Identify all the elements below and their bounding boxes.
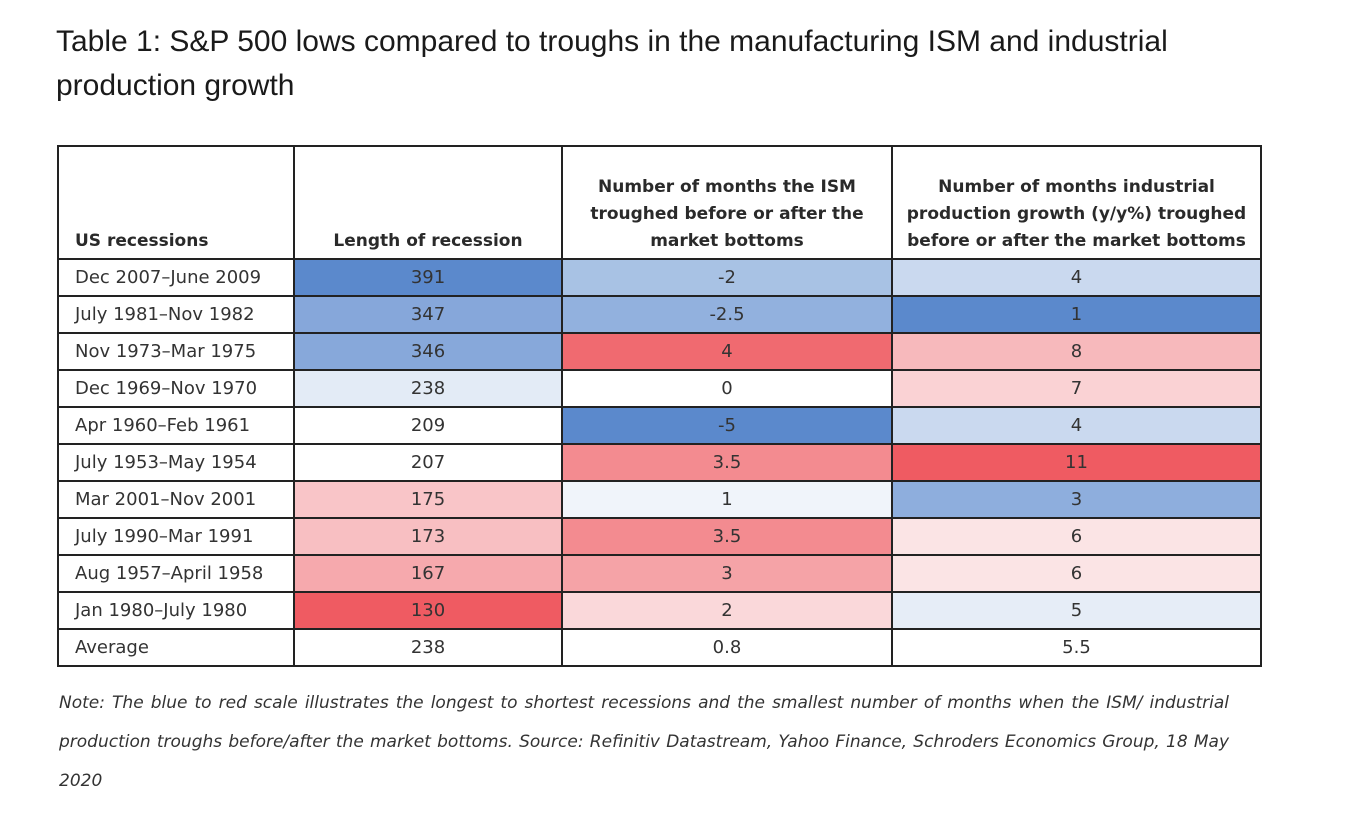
cell-ism-months: 0.8 xyxy=(561,628,893,667)
cell-recession-period: July 1953–May 1954 xyxy=(57,443,295,482)
cell-recession-period: Apr 1960–Feb 1961 xyxy=(57,406,295,445)
cell-recession-period: Mar 2001–Nov 2001 xyxy=(57,480,295,519)
cell-recession-period: Nov 1973–Mar 1975 xyxy=(57,332,295,371)
cell-ism-months: 4 xyxy=(561,332,893,371)
cell-ism-months: 0 xyxy=(561,369,893,408)
table-header-row: US recessions Length of recession Number… xyxy=(57,145,1262,260)
cell-recession-length: 130 xyxy=(293,591,563,630)
table-row: July 1981–Nov 1982 347 -2.5 1 xyxy=(57,295,1262,334)
cell-recession-period: Average xyxy=(57,628,295,667)
cell-recession-period: Dec 1969–Nov 1970 xyxy=(57,369,295,408)
cell-ip-months: 8 xyxy=(891,332,1262,371)
cell-ip-months: 1 xyxy=(891,295,1262,334)
cell-ism-months: -2.5 xyxy=(561,295,893,334)
table-body: Dec 2007–June 2009 391 -2 4 July 1981–Nov 19… xyxy=(57,258,1262,667)
cell-ism-months: 3.5 xyxy=(561,443,893,482)
header-ip-trough-months: Number of months industrial production g… xyxy=(891,145,1262,260)
cell-recession-length: 207 xyxy=(293,443,563,482)
cell-ism-months: 3 xyxy=(561,554,893,593)
cell-ip-months: 4 xyxy=(891,406,1262,445)
table-row: July 1953–May 1954 207 3.5 11 xyxy=(57,443,1262,482)
cell-recession-length: 238 xyxy=(293,369,563,408)
cell-ism-months: 3.5 xyxy=(561,517,893,556)
cell-recession-length: 346 xyxy=(293,332,563,371)
cell-ism-months: -5 xyxy=(561,406,893,445)
header-length-of-recession: Length of recession xyxy=(293,145,563,260)
table-row: Dec 1969–Nov 1970 238 0 7 xyxy=(57,369,1262,408)
table-row: Mar 2001–Nov 2001 175 1 3 xyxy=(57,480,1262,519)
table-note: Note: The blue to red scale illustrates … xyxy=(59,693,1229,791)
cell-ip-months: 7 xyxy=(891,369,1262,408)
header-ism-trough-months: Number of months the ISM troughed before… xyxy=(561,145,893,260)
table-row: July 1990–Mar 1991 173 3.5 6 xyxy=(57,517,1262,556)
cell-recession-length: 167 xyxy=(293,554,563,593)
table-row: Apr 1960–Feb 1961 209 -5 4 xyxy=(57,406,1262,445)
cell-ip-months: 11 xyxy=(891,443,1262,482)
cell-recession-period: Aug 1957–April 1958 xyxy=(57,554,295,593)
cell-ip-months: 6 xyxy=(891,554,1262,593)
cell-recession-period: July 1981–Nov 1982 xyxy=(57,295,295,334)
cell-ip-months: 3 xyxy=(891,480,1262,519)
cell-recession-length: 173 xyxy=(293,517,563,556)
data-table-container: US recessions Length of recession Number… xyxy=(57,145,1262,667)
cell-recession-length: 347 xyxy=(293,295,563,334)
cell-ism-months: 1 xyxy=(561,480,893,519)
cell-ip-months: 4 xyxy=(891,258,1262,297)
cell-ip-months: 6 xyxy=(891,517,1262,556)
cell-ism-months: -2 xyxy=(561,258,893,297)
table-row: Jan 1980–July 1980 130 2 5 xyxy=(57,591,1262,630)
table-row: Average 238 0.8 5.5 xyxy=(57,628,1262,667)
header-us-recessions: US recessions xyxy=(57,145,295,260)
cell-recession-period: July 1990–Mar 1991 xyxy=(57,517,295,556)
table-row: Dec 2007–June 2009 391 -2 4 xyxy=(57,258,1262,297)
cell-recession-period: Jan 1980–July 1980 xyxy=(57,591,295,630)
cell-recession-length: 175 xyxy=(293,480,563,519)
page-title: Table 1: S&P 500 lows compared to trough… xyxy=(56,25,1168,102)
cell-ip-months: 5.5 xyxy=(891,628,1262,667)
cell-recession-length: 209 xyxy=(293,406,563,445)
cell-ip-months: 5 xyxy=(891,591,1262,630)
cell-ism-months: 2 xyxy=(561,591,893,630)
table-row: Aug 1957–April 1958 167 3 6 xyxy=(57,554,1262,593)
cell-recession-length: 391 xyxy=(293,258,563,297)
cell-recession-period: Dec 2007–June 2009 xyxy=(57,258,295,297)
table-row: Nov 1973–Mar 1975 346 4 8 xyxy=(57,332,1262,371)
cell-recession-length: 238 xyxy=(293,628,563,667)
recessions-table: US recessions Length of recession Number… xyxy=(57,145,1262,667)
